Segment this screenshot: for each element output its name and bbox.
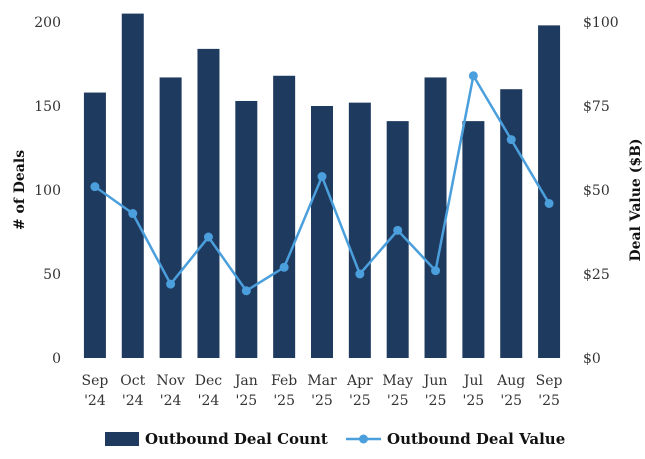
legend-line-marker bbox=[359, 434, 368, 444]
y-axis-left-title: # of Deals bbox=[12, 150, 28, 230]
line-point bbox=[279, 262, 289, 272]
line-point bbox=[317, 172, 327, 182]
line-point bbox=[431, 266, 441, 276]
x-tick-label: Mar '25 bbox=[307, 373, 337, 409]
x-tick-label: Oct '24 bbox=[120, 373, 145, 409]
y-right-tick-label: $100 bbox=[583, 15, 619, 31]
legend-bar-swatch bbox=[105, 432, 139, 446]
x-tick-label: Jun '25 bbox=[422, 373, 448, 409]
line-point bbox=[506, 135, 516, 145]
line-point bbox=[166, 279, 176, 289]
y-left-tick-label: 150 bbox=[34, 99, 61, 115]
line-point bbox=[544, 198, 554, 208]
bar bbox=[273, 75, 296, 358]
y-right-tick-label: $75 bbox=[583, 99, 610, 115]
bar bbox=[538, 25, 561, 359]
bar bbox=[462, 121, 485, 359]
x-tick-label: Sep '24 bbox=[82, 373, 109, 409]
x-tick-label: May '25 bbox=[382, 373, 413, 409]
bar bbox=[348, 102, 371, 358]
y-right-tick-label: $50 bbox=[583, 183, 610, 199]
y-left-tick-label: 0 bbox=[52, 351, 61, 367]
line-point bbox=[393, 225, 403, 235]
left-axis-ticks: 0 50 100 150 200 bbox=[34, 15, 61, 367]
x-tick-label: Aug '25 bbox=[496, 373, 525, 409]
line-point bbox=[241, 286, 251, 296]
x-tick-label: Jul '25 bbox=[462, 373, 484, 409]
x-tick-label: Apr '25 bbox=[346, 373, 373, 409]
bar bbox=[386, 121, 409, 359]
line-point bbox=[128, 209, 138, 219]
line-point bbox=[468, 71, 478, 81]
bar bbox=[197, 48, 220, 358]
right-axis-ticks: $0 $25 $50 $75 $100 bbox=[583, 15, 619, 367]
y-left-tick-label: 50 bbox=[43, 267, 61, 283]
bar bbox=[235, 100, 258, 359]
x-tick-label: Feb '25 bbox=[271, 373, 297, 409]
x-tick-label: Sep '25 bbox=[536, 373, 563, 409]
y-left-tick-label: 100 bbox=[34, 183, 61, 199]
x-tick-label: Nov '24 bbox=[156, 373, 185, 409]
legend-line-label: Outbound Deal Value bbox=[387, 430, 565, 448]
bar bbox=[83, 92, 106, 358]
legend: Outbound Deal Count Outbound Deal Value bbox=[105, 430, 565, 448]
bar bbox=[159, 77, 182, 358]
y-right-tick-label: $0 bbox=[583, 351, 601, 367]
bar bbox=[424, 77, 447, 358]
y-axis-right-title: Deal Value ($B) bbox=[628, 138, 644, 261]
line-point bbox=[355, 269, 365, 279]
bar bbox=[311, 106, 333, 358]
line-point bbox=[203, 232, 213, 242]
line-point bbox=[90, 182, 100, 192]
y-right-tick-label: $25 bbox=[583, 267, 610, 283]
y-left-tick-label: 200 bbox=[34, 15, 61, 31]
legend-bar-label: Outbound Deal Count bbox=[145, 430, 328, 448]
bar bbox=[500, 89, 523, 358]
line-series bbox=[90, 71, 554, 296]
bar-series bbox=[83, 13, 561, 359]
x-tick-label: Dec '24 bbox=[195, 373, 223, 409]
x-tick-label: Jan '25 bbox=[233, 373, 258, 409]
bar bbox=[121, 13, 144, 358]
x-axis-ticks: Sep '24 Oct '24 Nov '24 Dec '24 Jan '25 Feb '25 Mar '… bbox=[82, 373, 563, 409]
